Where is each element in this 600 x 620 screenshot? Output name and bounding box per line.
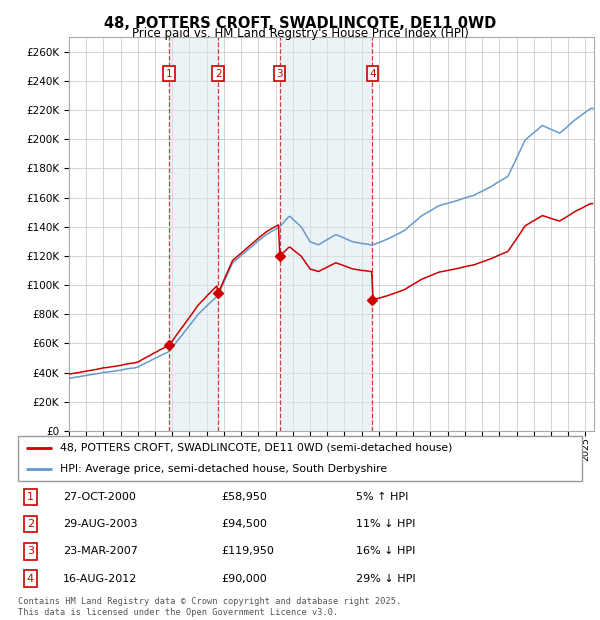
Text: £90,000: £90,000 <box>221 574 267 583</box>
Text: 4: 4 <box>27 574 34 583</box>
Text: 23-MAR-2007: 23-MAR-2007 <box>63 546 138 556</box>
Text: 2: 2 <box>27 520 34 529</box>
Bar <box>169 37 218 431</box>
Text: 29-AUG-2003: 29-AUG-2003 <box>63 520 137 529</box>
Text: 27-OCT-2000: 27-OCT-2000 <box>63 492 136 502</box>
Text: 4: 4 <box>369 69 376 79</box>
Text: 48, POTTERS CROFT, SWADLINCOTE, DE11 0WD: 48, POTTERS CROFT, SWADLINCOTE, DE11 0WD <box>104 16 496 30</box>
Text: HPI: Average price, semi-detached house, South Derbyshire: HPI: Average price, semi-detached house,… <box>60 464 388 474</box>
Text: 3: 3 <box>276 69 283 79</box>
Text: 1: 1 <box>166 69 173 79</box>
Text: 11% ↓ HPI: 11% ↓ HPI <box>356 520 416 529</box>
Text: 48, POTTERS CROFT, SWADLINCOTE, DE11 0WD (semi-detached house): 48, POTTERS CROFT, SWADLINCOTE, DE11 0WD… <box>60 443 452 453</box>
Bar <box>280 37 373 431</box>
Text: 16% ↓ HPI: 16% ↓ HPI <box>356 546 416 556</box>
Text: £58,950: £58,950 <box>221 492 267 502</box>
Text: £94,500: £94,500 <box>221 520 267 529</box>
Text: 29% ↓ HPI: 29% ↓ HPI <box>356 574 416 583</box>
Text: 1: 1 <box>27 492 34 502</box>
Text: Price paid vs. HM Land Registry's House Price Index (HPI): Price paid vs. HM Land Registry's House … <box>131 27 469 40</box>
Text: Contains HM Land Registry data © Crown copyright and database right 2025.
This d: Contains HM Land Registry data © Crown c… <box>18 598 401 617</box>
FancyBboxPatch shape <box>18 436 582 480</box>
Text: 5% ↑ HPI: 5% ↑ HPI <box>356 492 409 502</box>
Text: 16-AUG-2012: 16-AUG-2012 <box>63 574 137 583</box>
Text: 3: 3 <box>27 546 34 556</box>
Text: £119,950: £119,950 <box>221 546 274 556</box>
Text: 2: 2 <box>215 69 221 79</box>
